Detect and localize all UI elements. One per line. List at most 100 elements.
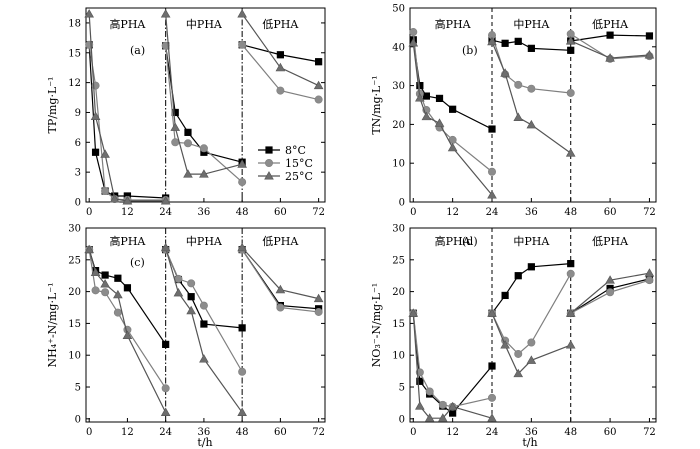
data-point xyxy=(606,31,614,39)
data-point xyxy=(101,187,110,196)
data-point xyxy=(437,413,448,422)
legend: 8°C15°C25°C xyxy=(258,144,313,183)
data-point xyxy=(488,362,496,370)
data-point xyxy=(449,409,457,417)
y-axis-title: TP/mg·L⁻¹ xyxy=(46,77,59,134)
data-point xyxy=(186,305,196,315)
data-point xyxy=(565,308,576,317)
data-point xyxy=(113,289,123,299)
data-point xyxy=(500,68,510,77)
data-point xyxy=(566,88,575,97)
data-point xyxy=(434,118,445,127)
data-point xyxy=(313,80,324,90)
x-tick-label: 24 xyxy=(159,207,172,218)
data-point xyxy=(605,275,615,284)
data-point xyxy=(237,242,247,252)
data-point xyxy=(90,267,101,277)
x-tick-label: 48 xyxy=(236,427,249,438)
data-point xyxy=(514,80,523,89)
series-15°C xyxy=(409,269,654,411)
series-15°C xyxy=(85,245,323,393)
data-point xyxy=(416,377,424,385)
x-tick-label: 72 xyxy=(643,427,656,438)
data-point xyxy=(422,92,431,100)
x-tick-label: 72 xyxy=(312,427,325,438)
phase-label: 低PHA xyxy=(262,235,299,248)
data-point xyxy=(449,105,457,113)
data-point xyxy=(566,269,575,278)
series-15°C xyxy=(85,40,323,205)
data-point xyxy=(184,128,192,136)
y-tick-label: 30 xyxy=(68,224,81,235)
y-tick-label: 15 xyxy=(68,48,81,59)
data-point xyxy=(160,242,171,252)
data-point xyxy=(415,401,425,410)
y-tick-label: 10 xyxy=(392,159,405,170)
data-point xyxy=(113,308,122,317)
y-tick-label: 25 xyxy=(68,255,81,266)
y-tick-label: 20 xyxy=(68,287,81,298)
y-axis-title: TN/mg·L⁻¹ xyxy=(370,75,383,134)
series-line xyxy=(412,42,493,196)
x-tick-label: 24 xyxy=(486,207,499,218)
data-point xyxy=(183,169,193,178)
series-25°C xyxy=(84,9,324,205)
y-tick-label: 6 xyxy=(75,138,81,149)
series-line xyxy=(88,44,128,197)
y-tick-label: 25 xyxy=(392,255,405,266)
phase-label: 中PHA xyxy=(513,235,550,248)
legend-marker xyxy=(265,146,273,154)
phase-label: 高PHA xyxy=(109,17,146,31)
data-point xyxy=(527,338,536,347)
data-point xyxy=(160,9,171,18)
series-line xyxy=(412,313,493,408)
series-25°C xyxy=(84,242,324,416)
series-line xyxy=(491,41,572,154)
legend-label: 8°C xyxy=(285,144,306,157)
data-point xyxy=(487,308,497,317)
data-point xyxy=(565,36,576,45)
y-axis-title: NO₃⁻-N/mg·L⁻¹ xyxy=(370,283,383,367)
data-point xyxy=(487,413,497,422)
y-tick-label: 10 xyxy=(68,351,81,362)
data-point xyxy=(605,53,615,62)
phase-label: 高PHA xyxy=(435,17,472,31)
phase-label: 低PHA xyxy=(592,235,629,248)
x-tick-label: 48 xyxy=(236,207,249,218)
phase-label: 高PHA xyxy=(109,234,146,248)
series-line xyxy=(412,313,493,419)
data-point xyxy=(567,260,575,268)
x-tick-label: 24 xyxy=(486,427,499,438)
data-point xyxy=(487,36,497,46)
data-point xyxy=(565,148,576,157)
data-point xyxy=(487,167,496,176)
data-point xyxy=(314,307,323,316)
data-point xyxy=(237,407,247,416)
data-point xyxy=(276,51,284,59)
data-point xyxy=(100,149,110,158)
series-line xyxy=(165,247,243,413)
data-point xyxy=(527,44,535,52)
data-point xyxy=(275,62,286,72)
data-point xyxy=(514,349,523,358)
data-point xyxy=(513,368,524,378)
data-point xyxy=(425,387,434,396)
panel-c: 0 12 24 36 48 60 72 0 5 10 15 20 25 30 NH₄⁺-N/mg·L⁻¹ 高P… xyxy=(46,224,326,438)
plot-frame xyxy=(85,7,326,203)
series-line xyxy=(88,44,128,201)
data-point xyxy=(90,111,101,120)
legend-label: 15°C xyxy=(285,157,313,170)
data-point xyxy=(526,355,537,364)
data-point xyxy=(276,303,285,312)
series-line xyxy=(491,263,571,314)
phase-label: 低PHA xyxy=(592,18,629,31)
x-axis-titles: t/h t/h xyxy=(197,436,537,449)
data-point xyxy=(514,272,522,280)
data-point xyxy=(183,139,192,148)
data-point xyxy=(114,274,122,282)
data-point xyxy=(237,9,247,18)
data-point xyxy=(438,400,447,409)
y-tick-label: 15 xyxy=(392,319,405,330)
data-point xyxy=(101,271,109,279)
panel-b: 0 12 24 36 48 60 72 0 10 20 30 40 50 TN/mg·L⁻¹ 高PHA 中PH… xyxy=(370,4,657,218)
